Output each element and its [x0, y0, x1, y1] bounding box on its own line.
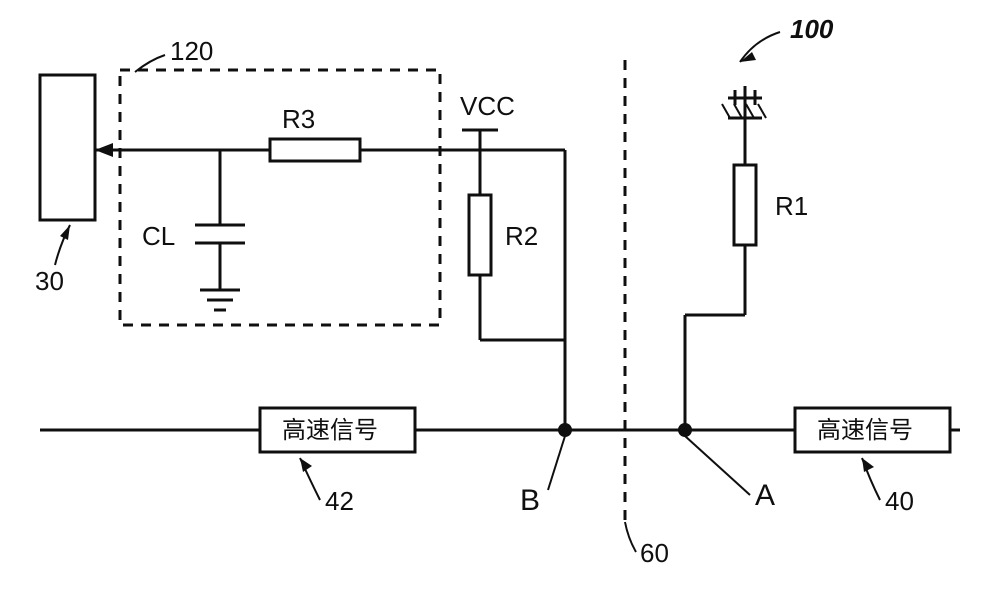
r1-label: R1 — [775, 191, 808, 221]
vcc-r2-branch: VCC R2 — [460, 91, 538, 340]
vcc-label: VCC — [460, 91, 515, 121]
ref-100: 100 — [740, 14, 834, 62]
hs-box-left: 高速信号 — [260, 408, 415, 452]
capacitor-cl: CL — [142, 150, 245, 310]
ref-40: 40 — [862, 458, 914, 516]
ref40-text: 40 — [885, 486, 914, 516]
circuit-diagram: 100 R3 CL VCC R2 — [0, 0, 1000, 591]
node-b-dot — [558, 423, 572, 437]
hs-box-right: 高速信号 — [795, 408, 950, 452]
a-text: A — [755, 479, 775, 512]
hs-left-label: 高速信号 — [282, 417, 378, 444]
node-a-dot — [678, 423, 692, 437]
hs-right-label: 高速信号 — [817, 417, 913, 444]
node-a-label: A — [685, 436, 775, 512]
net-b — [480, 150, 565, 430]
resistor-r1: R1 — [685, 165, 808, 430]
resistor-r3: R3 — [270, 104, 360, 161]
r3-label: R3 — [282, 104, 315, 134]
ref120-text: 120 — [170, 36, 213, 66]
ref-30: 30 — [35, 225, 70, 296]
ref-42: 42 — [300, 458, 354, 516]
ref30-text: 30 — [35, 266, 64, 296]
block-120 — [120, 70, 440, 325]
b-text: B — [520, 484, 540, 517]
node-b-label: B — [520, 436, 565, 517]
arrow-into-30 — [95, 143, 113, 157]
r2-label: R2 — [505, 221, 538, 251]
ref60-text: 60 — [640, 538, 669, 568]
ref42-text: 42 — [325, 486, 354, 516]
cl-label: CL — [142, 221, 175, 251]
ref-60: 60 — [625, 522, 669, 568]
block-30 — [40, 75, 95, 220]
ref-100-text: 100 — [790, 14, 834, 44]
ref-120: 120 — [135, 36, 213, 72]
